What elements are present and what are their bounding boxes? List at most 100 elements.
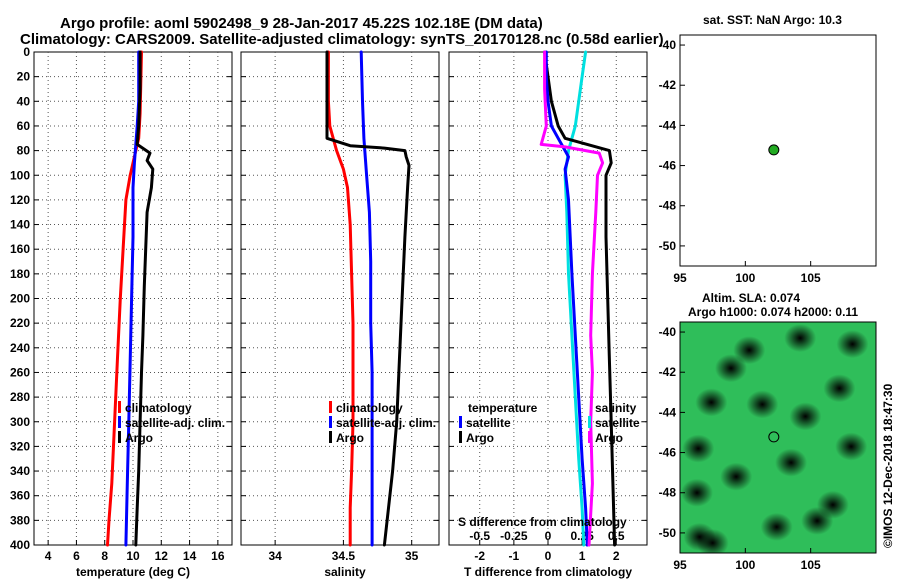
x-tick-label: 12 bbox=[155, 549, 169, 563]
x-tick-label: -2 bbox=[474, 549, 485, 563]
series-line-satellite-adj-clim- bbox=[359, 50, 374, 547]
sst-map-panel: sat. SST: NaN Argo: 10.3 -40 -42 -44 -46 -48… bbox=[659, 13, 877, 285]
sla-anomaly-blob bbox=[696, 528, 729, 553]
legend-swatch-t-argo bbox=[459, 431, 462, 443]
map-y-tick-label: -46 bbox=[659, 446, 677, 460]
depth-tick-label: 140 bbox=[10, 218, 30, 232]
series-line-salinity-satellite bbox=[544, 50, 589, 547]
sla-anomaly-blob bbox=[714, 354, 747, 383]
depth-tick-label: 40 bbox=[17, 94, 31, 108]
s-tick-label: -0.5 bbox=[469, 529, 490, 543]
depth-tick-label: 180 bbox=[10, 267, 30, 281]
difference-grid bbox=[449, 51, 647, 546]
sla-anomaly-blob bbox=[775, 448, 808, 477]
legend-swatch-satellite bbox=[329, 416, 332, 428]
legend-swatch-t-satellite bbox=[459, 416, 462, 428]
legend-swatch-argo bbox=[118, 431, 121, 443]
s-tick-label: -0.25 bbox=[500, 529, 528, 543]
sla-anomaly-blob bbox=[746, 390, 779, 419]
legend-swatch-argo bbox=[329, 431, 332, 443]
legend-title-temperature: temperature bbox=[468, 401, 538, 415]
temperature-panel: 4 6 8 10 12 14 16 0 20 40 60 80 100 120 140 160 180 200 2… bbox=[10, 45, 233, 579]
x-tick-label: 14 bbox=[183, 549, 197, 563]
legend-label-argo: Argo bbox=[336, 431, 364, 445]
sla-map-title-line-2: Argo h1000: 0.074 h2000: 0.11 bbox=[688, 305, 858, 319]
x-tick-label: 0 bbox=[545, 549, 552, 563]
sla-map-panel: Altim. SLA: 0.074 Argo h1000: 0.074 h200… bbox=[659, 291, 877, 572]
depth-tick-label: 60 bbox=[17, 119, 31, 133]
depth-tick-label: 220 bbox=[10, 316, 30, 330]
sla-anomaly-blob bbox=[816, 490, 849, 519]
sst-map-frame bbox=[679, 34, 877, 267]
x-tick-label: -1 bbox=[509, 549, 520, 563]
map-y-tick-label: -50 bbox=[659, 526, 677, 540]
sla-anomaly-blob bbox=[835, 432, 868, 461]
series-line-satellite-adj-clim- bbox=[124, 50, 141, 547]
x-tick-label: 16 bbox=[211, 549, 225, 563]
temperature-x-ticks: 4 6 8 10 12 14 16 bbox=[45, 549, 225, 563]
x-tick-label: 35 bbox=[405, 549, 419, 563]
x-tick-label: 4 bbox=[45, 549, 52, 563]
series-line-salinity-argo bbox=[539, 50, 605, 547]
depth-tick-label: 360 bbox=[10, 489, 30, 503]
argo-location-marker bbox=[768, 431, 780, 443]
legend-label-t-satellite: satellite bbox=[466, 416, 511, 430]
argo-location-marker bbox=[768, 144, 780, 156]
sla-anomaly-blob bbox=[823, 374, 856, 403]
map-y-tick-label: -48 bbox=[659, 199, 677, 213]
t-difference-x-ticks: -2 -1 0 1 2 bbox=[474, 549, 620, 563]
depth-tick-label: 380 bbox=[10, 513, 30, 527]
depth-tick-label: 280 bbox=[10, 390, 30, 404]
x-tick-label: 8 bbox=[101, 549, 108, 563]
legend-label-satellite: satellite-adj. clim. bbox=[336, 416, 436, 430]
sla-map-frame bbox=[679, 321, 877, 554]
map-y-tick-label: -44 bbox=[659, 118, 677, 132]
legend-swatch-climatology bbox=[118, 401, 121, 413]
salinity-grid bbox=[241, 51, 439, 546]
depth-tick-label: 160 bbox=[10, 242, 30, 256]
legend-swatch-climatology bbox=[329, 401, 332, 413]
legend-label-s-satellite: satellite bbox=[595, 416, 640, 430]
x-tick-label: 34 bbox=[268, 549, 282, 563]
legend-label-t-argo: Argo bbox=[466, 431, 494, 445]
depth-tick-label: 240 bbox=[10, 341, 30, 355]
depth-tick-label: 0 bbox=[23, 45, 30, 59]
depth-tick-label: 100 bbox=[10, 168, 30, 182]
salinity-panel: 34 34.5 35 salinity climatology satellite-… bbox=[240, 50, 440, 579]
legend-label-s-argo: Argo bbox=[595, 431, 623, 445]
difference-panel: -2 -1 0 1 2 -0.5 -0.25 0 0.25 0.5 S difference f… bbox=[448, 50, 648, 579]
map-x-tick-label: 95 bbox=[673, 558, 687, 572]
t-difference-axis-label: T difference from climatology bbox=[464, 565, 632, 579]
sla-map-points bbox=[768, 431, 780, 443]
series-line-temperature-argo bbox=[543, 50, 617, 547]
sla-anomaly-blob bbox=[682, 434, 715, 463]
depth-tick-labels: 0 20 40 60 80 100 120 140 160 180 200 220 240 260 280 3… bbox=[10, 45, 30, 552]
s-tick-label: 0 bbox=[545, 529, 552, 543]
sla-anomaly-blob bbox=[695, 388, 728, 417]
map-x-tick-label: 95 bbox=[673, 271, 687, 285]
series-line-argo bbox=[134, 50, 155, 547]
sla-anomaly-blob bbox=[836, 330, 869, 359]
legend-swatch-s-satellite bbox=[588, 416, 591, 428]
difference-legend-temperature: temperature satellite Argo bbox=[459, 401, 538, 445]
sla-anomaly-blob bbox=[760, 512, 793, 541]
x-tick-label: 1 bbox=[579, 549, 586, 563]
depth-tick-label: 260 bbox=[10, 365, 30, 379]
map-y-tick-label: -42 bbox=[659, 78, 677, 92]
legend-label-satellite: satellite-adj. clim. bbox=[125, 416, 225, 430]
sla-anomaly-blob bbox=[789, 402, 822, 431]
map-y-tick-label: -50 bbox=[659, 239, 677, 253]
depth-tick-label: 200 bbox=[10, 292, 30, 306]
sla-field bbox=[680, 324, 869, 553]
sla-map-ticks: -40 -42 -44 -46 -48 -50 95 100 105 bbox=[659, 325, 821, 572]
salinity-series bbox=[325, 50, 411, 547]
imos-watermark: ©IMOS 12-Dec-2018 18:47:30 bbox=[881, 383, 895, 548]
map-x-tick-label: 105 bbox=[801, 271, 821, 285]
depth-tick-label: 120 bbox=[10, 193, 30, 207]
sst-map-points bbox=[768, 144, 780, 156]
x-tick-label: 34.5 bbox=[332, 549, 356, 563]
temperature-axis-label: temperature (deg C) bbox=[76, 565, 190, 579]
depth-tick-label: 300 bbox=[10, 415, 30, 429]
legend-swatch-satellite bbox=[118, 416, 121, 428]
title-line-2: Climatology: CARS2009. Satellite-adjuste… bbox=[20, 31, 664, 48]
